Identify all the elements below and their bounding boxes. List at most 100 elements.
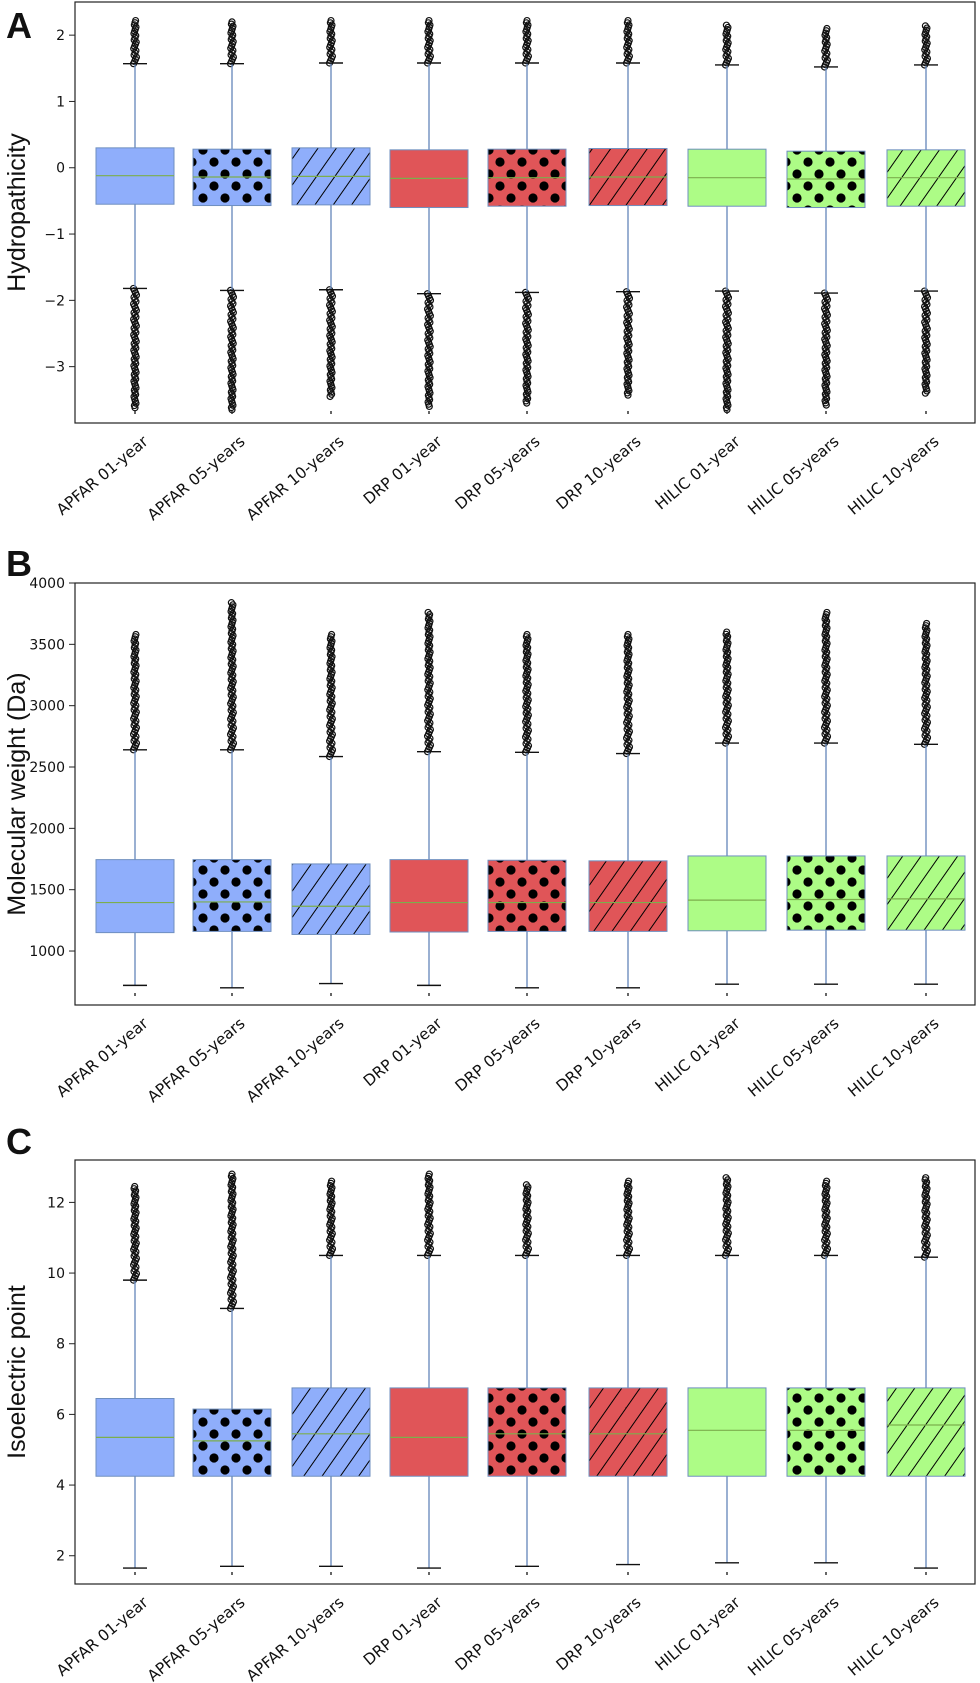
- outlier-point: [426, 1199, 434, 1207]
- box-iqr: [389, 859, 469, 933]
- outlier-point: [426, 695, 434, 703]
- outlier-point: [923, 316, 931, 324]
- outlier-point: [523, 399, 531, 407]
- outlier-point: [523, 630, 531, 639]
- outlier-point: [823, 686, 831, 694]
- x-tick-label: DRP 10-years: [553, 1014, 645, 1095]
- outlier-point: [229, 656, 237, 664]
- outlier-point: [724, 355, 732, 363]
- outlier-point: [229, 346, 237, 354]
- box-iqr: [588, 1387, 668, 1477]
- outlier-point: [326, 392, 334, 401]
- outlier-point: [132, 353, 140, 361]
- outliers: [622, 16, 634, 399]
- y-tick-label: 0: [56, 161, 65, 177]
- box-iqr: [886, 855, 966, 931]
- outlier-point: [723, 628, 731, 636]
- outlier-point: [327, 16, 335, 25]
- y-tick-label: 2: [56, 1549, 65, 1565]
- outlier-point: [923, 681, 931, 689]
- outlier-point: [524, 310, 532, 319]
- outliers: [920, 22, 932, 397]
- x-tick-label: HILIC 01-year: [652, 432, 744, 514]
- outlier-point: [624, 16, 632, 25]
- outlier-point: [229, 708, 237, 717]
- outlier-point: [132, 344, 140, 352]
- plot-frame: [74, 1159, 976, 1585]
- plot-frame: [74, 582, 976, 1006]
- panel-b: B Molecular weight (Da) 1000 1500 2000 2500 30…: [3, 543, 976, 1106]
- x-tick-label: DRP 05-years: [452, 1593, 544, 1674]
- box-drp-10-years: DRP 10-years: [553, 630, 668, 1095]
- x-tick-label: HILIC 10-years: [845, 1593, 943, 1679]
- x-tick-label: HILIC 10-years: [845, 432, 943, 518]
- x-tick-label: DRP 10-years: [553, 1593, 645, 1674]
- outlier-point: [724, 679, 732, 687]
- outlier-point: [229, 361, 237, 370]
- outlier-point: [229, 46, 237, 55]
- outliers: [423, 608, 435, 756]
- box-iqr: [192, 1408, 272, 1477]
- outlier-point: [823, 701, 831, 710]
- outlier-point: [229, 1236, 237, 1244]
- outlier-point: [923, 1209, 931, 1217]
- outlier-point: [229, 1221, 237, 1229]
- outlier-point: [426, 664, 434, 672]
- outliers: [721, 1174, 733, 1260]
- outliers: [521, 1181, 533, 1260]
- x-tick-label: APFAR 05-years: [144, 1593, 249, 1683]
- outlier-point: [823, 608, 831, 617]
- y-axis-label: Isoelectric point: [3, 1285, 31, 1459]
- x-tick-label: APFAR 01-year: [53, 1014, 152, 1101]
- outlier-point: [524, 1229, 532, 1237]
- outliers: [129, 630, 141, 754]
- outlier-point: [625, 681, 633, 689]
- outlier-point: [425, 1170, 433, 1178]
- outlier-point: [229, 324, 237, 332]
- outlier-point: [229, 331, 237, 339]
- outlier-point: [823, 664, 831, 672]
- outlier-point: [625, 325, 633, 333]
- x-tick-label: DRP 05-years: [452, 432, 544, 513]
- outlier-point: [426, 672, 434, 681]
- outlier-point: [524, 341, 532, 350]
- outliers: [721, 628, 733, 747]
- box-hilic-01-year: HILIC 01-year: [652, 21, 767, 514]
- outlier-point: [426, 719, 434, 727]
- outlier-point: [823, 311, 831, 319]
- panel-letter: C: [6, 1121, 32, 1162]
- outliers: [920, 1174, 932, 1261]
- box-iqr: [487, 1387, 567, 1477]
- outlier-point: [229, 355, 237, 363]
- box-iqr: [291, 863, 371, 935]
- box-apfar-10-years: APFAR 10-years: [243, 16, 371, 524]
- y-tick-label: 10: [47, 1266, 65, 1282]
- outlier-point: [426, 312, 434, 320]
- outlier-point: [424, 608, 432, 617]
- outlier-point: [724, 346, 732, 355]
- outlier-point: [923, 1231, 931, 1239]
- outlier-point: [625, 52, 634, 60]
- outlier-point: [923, 696, 931, 704]
- y-tick-label: −1: [44, 227, 65, 243]
- outlier-point: [724, 1207, 732, 1215]
- outlier-point: [229, 1229, 237, 1238]
- box-drp-05-years: DRP 05-years: [452, 16, 567, 513]
- outlier-point: [426, 343, 434, 351]
- x-tick-label: DRP 01-year: [360, 432, 446, 508]
- box-apfar-05-years: APFAR 05-years: [144, 18, 272, 524]
- box-hilic-05-years: HILIC 05-years: [745, 608, 866, 1101]
- outlier-point: [823, 357, 831, 365]
- outlier-point: [625, 712, 633, 720]
- x-tick-label: HILIC 05-years: [745, 1014, 843, 1100]
- outlier-point: [229, 1267, 237, 1275]
- outlier-point: [724, 1238, 732, 1246]
- outlier-point: [524, 1207, 532, 1215]
- outlier-point: [823, 348, 831, 356]
- outlier-point: [131, 1182, 139, 1191]
- outlier-point: [625, 697, 633, 705]
- outlier-point: [229, 308, 237, 317]
- outlier-point: [426, 679, 434, 687]
- outlier-point: [229, 671, 237, 679]
